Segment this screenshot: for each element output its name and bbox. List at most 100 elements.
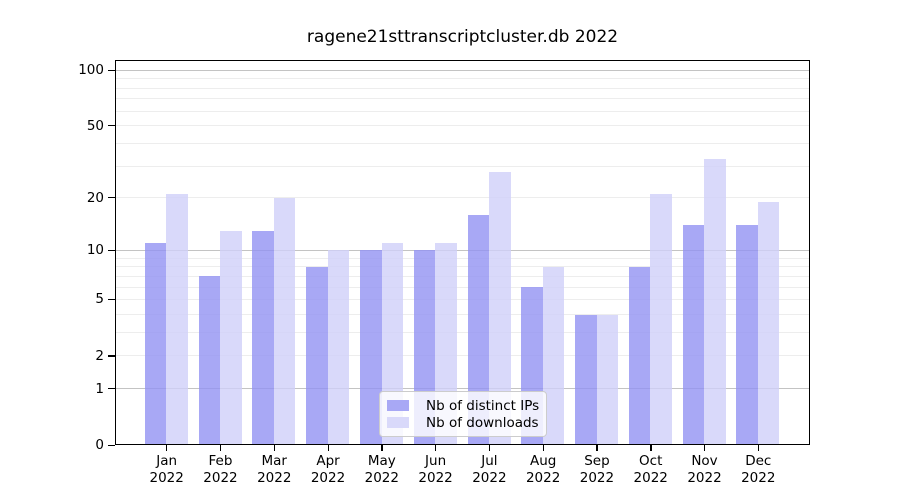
month-label: Aug xyxy=(529,453,557,469)
month-label: Oct xyxy=(639,453,663,469)
y-tick-mark xyxy=(108,125,115,127)
year-label: 2022 xyxy=(687,470,722,486)
gridline-minor xyxy=(116,332,809,334)
bar-downloads-mar xyxy=(273,197,296,444)
chart-title: ragene21sttranscriptcluster.db 2022 xyxy=(306,27,619,47)
bar-downloads-aug xyxy=(542,266,565,444)
gridline-minor xyxy=(116,266,809,268)
month-label: May xyxy=(367,453,396,469)
legend-entry-distinct-ips: Nb of distinct IPs xyxy=(387,397,540,414)
y-tick-mark xyxy=(108,69,115,71)
bar-ips-sep xyxy=(575,314,597,444)
x-tick-label-aug: Aug 2022 xyxy=(513,453,573,487)
x-tick-mark xyxy=(488,445,491,451)
bar-ips-may xyxy=(360,250,382,444)
y-tick-mark xyxy=(108,355,115,357)
month-label: Mar xyxy=(261,453,287,469)
plot-area xyxy=(115,60,810,445)
x-tick-mark xyxy=(757,445,760,451)
x-tick-label-mar: Mar 2022 xyxy=(244,453,304,487)
bar-downloads-jan xyxy=(166,194,188,444)
y-tick-mark xyxy=(108,298,115,301)
gridline-minor xyxy=(116,165,809,167)
gridline-minor xyxy=(116,299,809,301)
x-tick-label-nov: Nov 2022 xyxy=(675,453,735,487)
y-tick-label: 0 xyxy=(95,437,104,453)
y-tick-mark xyxy=(108,197,115,199)
x-tick-label-feb: Feb 2022 xyxy=(190,453,250,487)
bar-ips-jul xyxy=(467,215,490,444)
y-tick-mark xyxy=(108,388,115,390)
x-tick-mark xyxy=(273,445,276,451)
year-label: 2022 xyxy=(525,470,561,486)
x-tick-mark xyxy=(327,445,329,451)
bar-ips-jan xyxy=(144,243,167,444)
year-label: 2022 xyxy=(472,470,507,486)
y-tick-label: 1 xyxy=(95,380,104,397)
y-tick-label: 5 xyxy=(95,291,104,308)
legend: Nb of distinct IPs Nb of downloads xyxy=(379,391,547,437)
x-tick-mark xyxy=(381,445,383,451)
year-label: 2022 xyxy=(418,470,453,486)
y-tick-label: 20 xyxy=(86,189,104,206)
year-label: 2022 xyxy=(633,470,668,486)
x-tick-mark xyxy=(704,445,706,451)
bar-downloads-sep xyxy=(596,314,619,444)
legend-swatch-distinct-ips-icon xyxy=(387,400,409,411)
x-tick-label-may: May 2022 xyxy=(352,453,412,487)
year-label: 2022 xyxy=(741,470,776,486)
x-tick-mark xyxy=(219,445,222,451)
gridline-minor xyxy=(116,313,809,315)
y-tick-label: 2 xyxy=(95,347,104,364)
x-tick-label-jun: Jun 2022 xyxy=(406,453,466,487)
x-tick-mark xyxy=(435,445,437,451)
bar-downloads-jul xyxy=(489,171,511,444)
legend-label-distinct-ips: Nb of distinct IPs xyxy=(426,397,540,414)
x-tick-label-jul: Jul 2022 xyxy=(459,453,519,487)
x-tick-label-jan: Jan 2022 xyxy=(137,453,197,487)
year-label: 2022 xyxy=(310,470,346,486)
month-label: Nov xyxy=(691,453,718,469)
bar-ips-feb xyxy=(198,276,221,444)
year-label: 2022 xyxy=(257,470,292,486)
month-label: Feb xyxy=(208,453,233,469)
bar-downloads-oct xyxy=(650,194,672,444)
gridline-minor xyxy=(116,257,809,259)
year-label: 2022 xyxy=(149,470,184,486)
gridline-major xyxy=(116,388,809,390)
y-tick-label: 100 xyxy=(78,62,104,78)
bar-ips-dec xyxy=(736,225,758,444)
legend-label-downloads: Nb of downloads xyxy=(426,414,539,431)
x-tick-mark xyxy=(596,445,598,451)
gridline-major xyxy=(116,69,809,71)
year-label: 2022 xyxy=(579,470,615,486)
bar-ips-nov xyxy=(682,225,705,444)
bar-ips-mar xyxy=(252,230,274,444)
legend-swatch-downloads-icon xyxy=(387,417,409,428)
month-label: Dec xyxy=(745,453,772,469)
y-tick-mark xyxy=(108,444,115,446)
month-label: Jul xyxy=(481,453,498,469)
gridline-minor xyxy=(116,98,809,100)
x-tick-mark xyxy=(166,445,168,451)
bar-downloads-feb xyxy=(220,230,242,444)
x-tick-mark xyxy=(542,445,544,451)
gridline-minor xyxy=(116,355,809,357)
gridline-minor xyxy=(116,275,809,277)
gridline-minor xyxy=(116,87,809,89)
x-tick-mark xyxy=(650,445,652,451)
x-tick-label-dec: Dec 2022 xyxy=(728,453,788,487)
gridline-minor xyxy=(116,286,809,288)
year-label: 2022 xyxy=(203,470,238,486)
y-tick-label: 10 xyxy=(86,242,104,259)
bar-ips-apr xyxy=(306,266,328,444)
y-tick-label: 50 xyxy=(86,117,104,134)
bar-downloads-dec xyxy=(757,201,780,444)
month-label: Jun xyxy=(425,453,447,469)
x-tick-label-sep: Sep 2022 xyxy=(567,453,627,487)
year-label: 2022 xyxy=(364,470,399,486)
y-tick-mark xyxy=(108,249,115,251)
bar-downloads-apr xyxy=(327,250,350,444)
month-label: Jan xyxy=(156,453,178,469)
